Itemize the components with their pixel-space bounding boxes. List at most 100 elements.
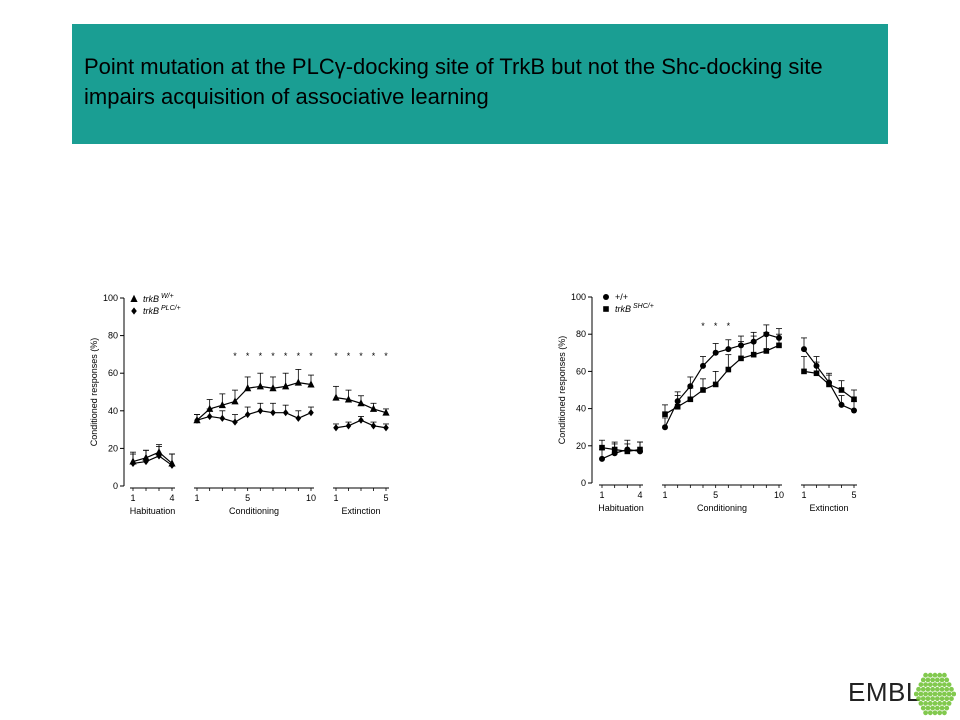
significance-star: * [246,351,250,361]
logo-dot [944,705,950,711]
x-group-label: Habituation [130,506,176,516]
logo-dot [937,710,943,716]
logo-dot [946,691,952,697]
x-tick-label: 1 [801,490,806,500]
logo-dot [920,677,926,683]
logo-dot [939,677,945,683]
data-point [370,422,377,430]
significance-star: * [271,351,275,361]
x-group-label: Conditioning [697,503,747,513]
logo-dot [923,672,929,678]
logo-dot [932,700,938,706]
logo-dot [949,686,954,692]
legend-marker [603,306,609,312]
logo-dot [939,686,945,692]
logo-dot [934,677,940,683]
x-tick-label: 10 [306,493,316,503]
data-point [687,396,694,403]
series-line [601,447,641,452]
y-axis-label: Conditioned responses (%) [89,338,99,447]
y-tick-label: 60 [576,366,586,376]
data-point [231,397,239,405]
legend-label: trkB SHC/+ [615,303,654,314]
legend-marker [131,307,137,315]
data-point [712,349,719,356]
logo-dot [944,686,950,692]
data-point [295,414,302,422]
chart-trkb-shc: 0 20 40 60 80 100 Conditioned responses (%) 1 4 H… [557,292,857,513]
data-point [801,346,807,353]
data-point [369,404,378,412]
x-group-label: Extinction [341,506,380,516]
x-tick-label: 5 [713,490,718,500]
logo-dot [932,682,938,688]
data-point [357,399,365,407]
logo-dot [951,691,956,697]
logo-dot [949,696,954,702]
logo-dot [932,672,938,678]
y-tick-label: 40 [576,404,586,414]
data-point [674,403,681,410]
x-tick-label: 5 [245,493,250,503]
logo-dot [932,710,938,716]
significance-star: * [233,351,237,361]
data-point [838,401,845,408]
logo-dot [930,696,936,702]
significance-star: * [259,351,263,361]
significance-star: * [701,321,705,331]
data-point [282,409,289,417]
data-point [662,411,668,417]
logo-dot [920,705,926,711]
data-point [333,424,339,432]
logo-dot [925,686,931,692]
significance-star: * [384,351,388,361]
logo-dot [937,691,943,697]
significance-star: * [372,351,376,361]
data-point [344,395,353,403]
significance-star: * [347,351,351,361]
data-point [851,396,857,403]
logo-dot [944,677,950,683]
data-point [383,424,389,432]
logo-dot [916,696,921,702]
logo-dot [918,691,924,697]
logo-dot [918,700,924,706]
x-tick-label: 1 [333,493,338,503]
logo-dot [937,700,943,706]
data-point [308,409,314,417]
data-point [269,384,277,392]
embl-hexagon-icon [914,672,956,716]
y-tick-label: 0 [113,481,118,491]
legend-label: +/+ [615,292,628,302]
data-point [738,355,744,362]
y-tick-label: 100 [571,292,586,302]
logo-dot [927,691,933,697]
logo-dot [927,672,933,678]
data-point [345,422,352,430]
significance-star: * [359,351,363,361]
data-point [206,404,214,412]
y-tick-label: 80 [576,329,586,339]
y-tick-label: 0 [581,478,586,488]
data-point [382,408,390,416]
logo-dot [923,691,929,697]
x-tick-label: 5 [383,493,388,503]
data-point [662,424,668,431]
logo-dot [934,705,940,711]
data-point [725,366,732,373]
chart-trkb-plc: 0 20 40 60 80 100 Conditioned responses (%) 1 4 H… [89,293,390,516]
logo-dot [934,686,940,692]
logo-dot [920,686,926,692]
y-tick-label: 20 [108,443,118,453]
logo-dot [925,696,931,702]
data-point [637,446,643,453]
slide-title: Point mutation at the PLCγ-docking site … [84,54,823,109]
logo-dot [939,696,945,702]
series-line [132,451,173,464]
data-point [838,387,845,393]
data-point [294,378,302,386]
data-point [332,393,340,401]
x-tick-label: 1 [130,493,135,503]
significance-star: * [727,321,731,331]
significance-star: * [297,351,301,361]
